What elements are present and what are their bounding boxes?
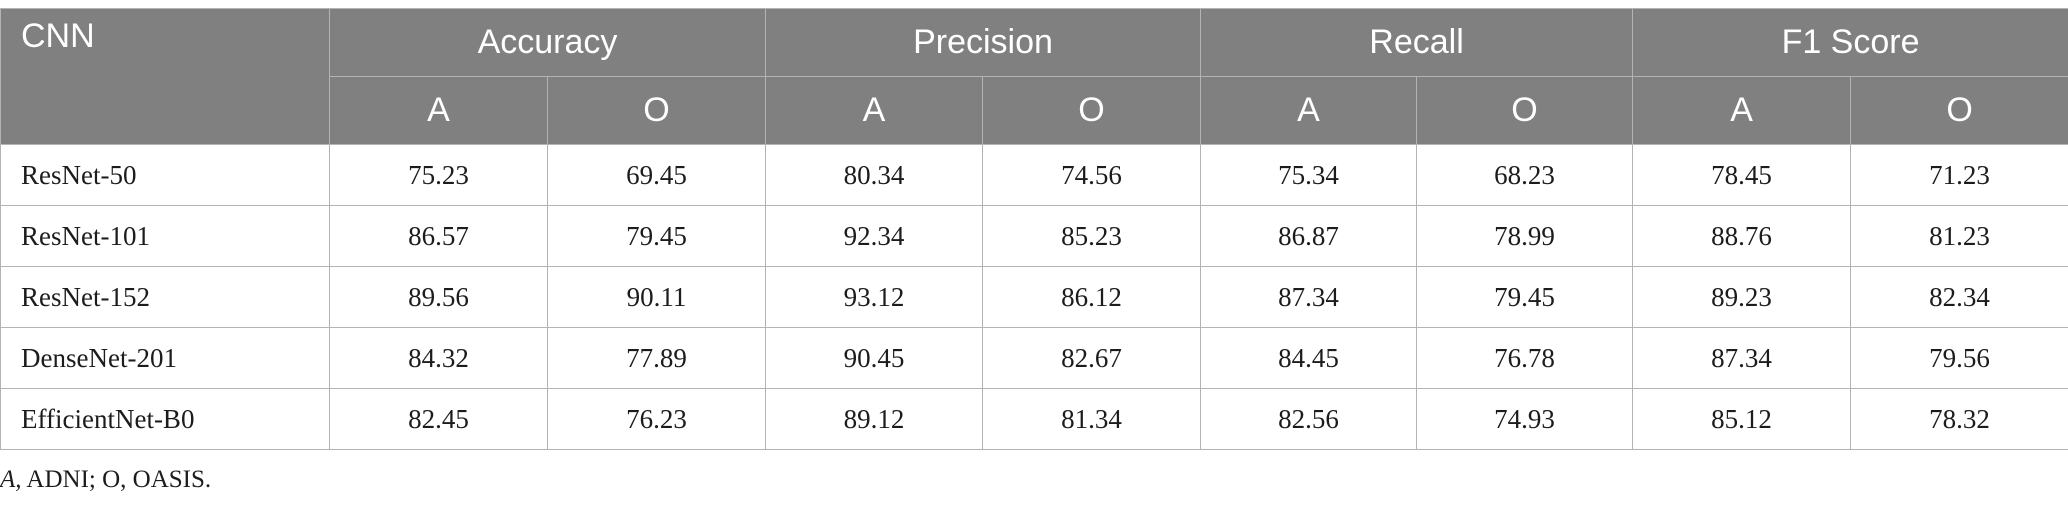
- value-cell: 81.34: [982, 388, 1202, 450]
- header-f1-score: F1 Score: [1632, 8, 2068, 77]
- table-row: ResNet-152 89.56 90.11 93.12 86.12 87.34…: [0, 266, 2068, 328]
- value-cell: 84.32: [329, 327, 548, 389]
- value-cell: 82.45: [329, 388, 548, 450]
- table-header: CNN Accuracy Precision Recall F1 Score A…: [0, 8, 2068, 145]
- value-cell: 86.87: [1200, 205, 1418, 267]
- value-cell: 89.12: [765, 388, 984, 450]
- value-cell: 69.45: [546, 144, 767, 206]
- model-name-cell: EfficientNet-B0: [0, 388, 330, 450]
- value-cell: 80.34: [765, 144, 984, 206]
- value-cell: 86.57: [329, 205, 548, 267]
- value-cell: 81.23: [1850, 205, 2068, 267]
- value-cell: 76.23: [546, 388, 767, 450]
- value-cell: 92.34: [765, 205, 984, 267]
- value-cell: 90.11: [546, 266, 767, 328]
- subheader-precision-a: A: [765, 76, 984, 145]
- value-cell: 87.34: [1200, 266, 1418, 328]
- value-cell: 82.34: [1850, 266, 2068, 328]
- value-cell: 79.45: [1416, 266, 1634, 328]
- value-cell: 89.56: [329, 266, 548, 328]
- value-cell: 87.34: [1632, 327, 1852, 389]
- header-recall: Recall: [1200, 8, 1634, 77]
- subheader-f1-o: O: [1850, 76, 2068, 145]
- results-table: CNN Accuracy Precision Recall F1 Score A…: [0, 8, 2068, 450]
- value-cell: 90.45: [765, 327, 984, 389]
- header-row-datasets: A O A O A O A O: [1, 76, 2068, 145]
- value-cell: 82.67: [982, 327, 1202, 389]
- value-cell: 74.56: [982, 144, 1202, 206]
- value-cell: 79.45: [546, 205, 767, 267]
- value-cell: 68.23: [1416, 144, 1634, 206]
- table-row: EfficientNet-B0 82.45 76.23 89.12 81.34 …: [0, 388, 2068, 450]
- header-precision: Precision: [765, 8, 1202, 77]
- value-cell: 76.78: [1416, 327, 1634, 389]
- value-cell: 93.12: [765, 266, 984, 328]
- value-cell: 75.34: [1200, 144, 1418, 206]
- value-cell: 74.93: [1416, 388, 1634, 450]
- header-accuracy: Accuracy: [328, 8, 767, 77]
- table-row: DenseNet-201 84.32 77.89 90.45 82.67 84.…: [0, 327, 2068, 389]
- value-cell: 82.56: [1200, 388, 1418, 450]
- value-cell: 78.32: [1850, 388, 2068, 450]
- value-cell: 77.89: [546, 327, 767, 389]
- footnote-definitions: ADNI; O, OASIS.: [21, 466, 212, 493]
- value-cell: 75.23: [329, 144, 548, 206]
- model-name-cell: ResNet-152: [0, 266, 330, 328]
- table-body: ResNet-50 75.23 69.45 80.34 74.56 75.34 …: [0, 144, 2068, 450]
- value-cell: 89.23: [1632, 266, 1852, 328]
- value-cell: 85.23: [982, 205, 1202, 267]
- subheader-precision-o: O: [982, 76, 1202, 145]
- value-cell: 78.99: [1416, 205, 1634, 267]
- table-footnote: A, ADNI; O, OASIS.: [0, 466, 211, 494]
- model-name-cell: DenseNet-201: [0, 327, 330, 389]
- footnote-abbr-a: A,: [0, 466, 22, 493]
- subheader-accuracy-a: A: [329, 76, 548, 145]
- header-row-groups: CNN Accuracy Precision Recall F1 Score: [0, 8, 2068, 145]
- value-cell: 78.45: [1632, 144, 1852, 206]
- model-name-cell: ResNet-101: [0, 205, 330, 267]
- subheader-accuracy-o: O: [546, 76, 767, 145]
- subheader-f1-a: A: [1632, 76, 1852, 145]
- value-cell: 79.56: [1850, 327, 2068, 389]
- subheader-recall-a: A: [1200, 76, 1418, 145]
- model-name-cell: ResNet-50: [0, 144, 330, 206]
- value-cell: 86.12: [982, 266, 1202, 328]
- subheader-recall-o: O: [1416, 76, 1634, 145]
- table-row: ResNet-50 75.23 69.45 80.34 74.56 75.34 …: [0, 144, 2068, 206]
- value-cell: 84.45: [1200, 327, 1418, 389]
- value-cell: 88.76: [1632, 205, 1852, 267]
- header-cnn: CNN: [0, 8, 330, 145]
- table-row: ResNet-101 86.57 79.45 92.34 85.23 86.87…: [0, 205, 2068, 267]
- value-cell: 71.23: [1850, 144, 2068, 206]
- value-cell: 85.12: [1632, 388, 1852, 450]
